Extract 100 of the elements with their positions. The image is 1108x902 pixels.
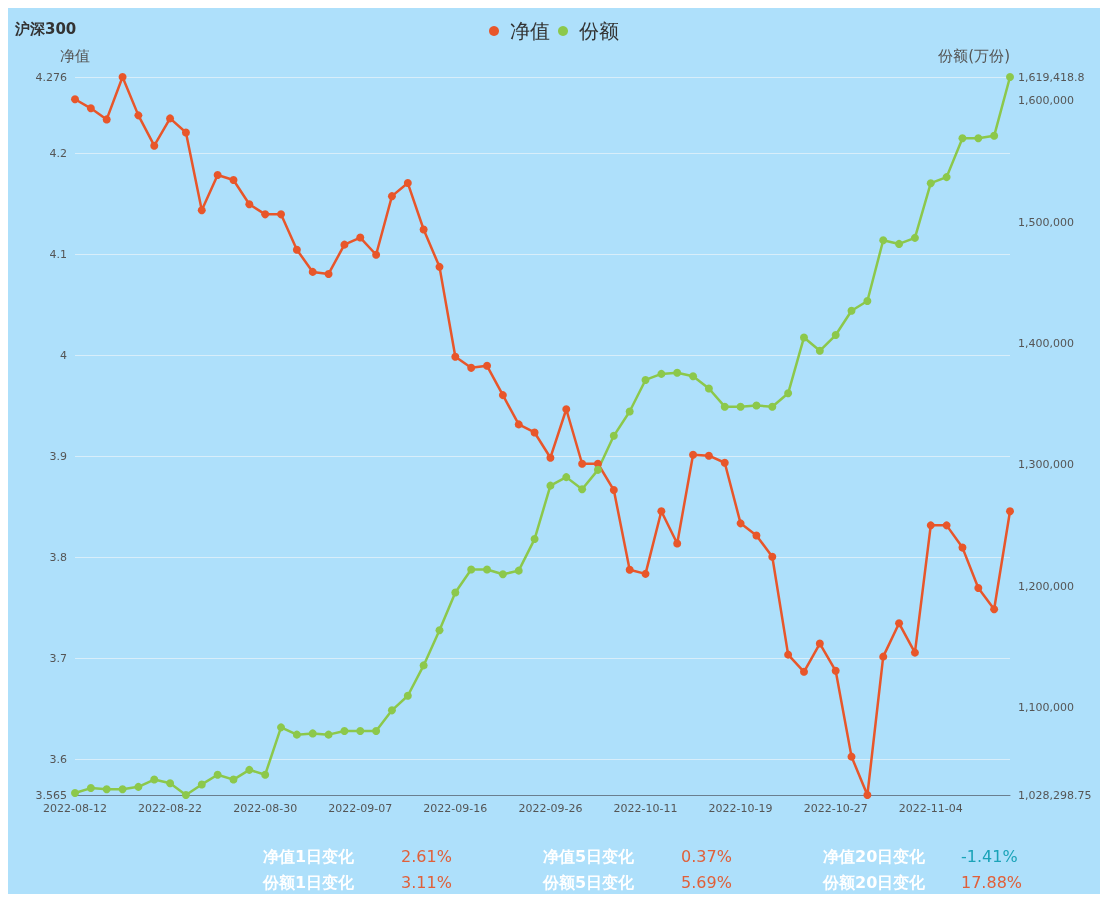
point (102, 785, 111, 794)
x-tick-label: 2022-08-22 (138, 802, 203, 815)
point (847, 752, 856, 761)
point (689, 372, 698, 381)
point (863, 791, 872, 799)
point (530, 428, 539, 437)
point (1006, 507, 1014, 516)
point (704, 451, 713, 460)
y-tick-label: 3.9 (49, 450, 67, 464)
point (879, 236, 888, 245)
point (799, 333, 808, 342)
y2-tick-label: 1,300,000 (1018, 458, 1074, 472)
legend-label: 净值 (510, 19, 550, 43)
point (261, 770, 270, 779)
point (435, 262, 444, 271)
point (324, 730, 333, 739)
point (720, 458, 729, 467)
text: 净值20日变化 (823, 846, 927, 866)
point (958, 543, 967, 552)
point (720, 402, 729, 411)
point (1006, 73, 1014, 81)
y-tick-label: 4.2 (49, 147, 67, 161)
point (356, 233, 365, 242)
x-tick-label: 2022-09-07 (328, 802, 393, 815)
point (910, 648, 919, 657)
point (910, 233, 919, 242)
point (673, 368, 682, 377)
point (340, 726, 349, 735)
point (974, 134, 983, 143)
point (657, 507, 666, 516)
y2-tick-label: 1,100,000 (1018, 701, 1074, 715)
point (356, 726, 365, 735)
point (641, 569, 650, 578)
point (245, 765, 254, 774)
text: 份额1日变化 (262, 872, 356, 892)
chart-title: 沪深300 (14, 19, 77, 38)
point (451, 352, 460, 361)
point (942, 173, 951, 182)
y2-tick-label: 1,500,000 (1018, 215, 1074, 229)
point (86, 104, 95, 113)
point (403, 691, 412, 700)
point (213, 770, 222, 779)
text: 3.11% (401, 872, 452, 892)
point (213, 170, 222, 179)
point (736, 519, 745, 528)
y-tick-label: 3.8 (49, 551, 67, 565)
point (118, 73, 127, 81)
point (625, 407, 634, 416)
point (197, 780, 206, 789)
point (197, 206, 206, 215)
point (150, 775, 159, 784)
x-tick-label: 2022-08-12 (43, 802, 107, 815)
y-tick-label: 4.1 (49, 248, 67, 262)
point (942, 521, 951, 530)
point (609, 486, 618, 495)
point (514, 420, 523, 429)
point (546, 481, 555, 490)
x-tick-label: 2022-11-04 (898, 802, 963, 815)
text: 份额5日变化 (542, 872, 636, 892)
x-tick-label: 2022-08-30 (233, 802, 298, 815)
point (71, 788, 79, 797)
point (118, 785, 127, 794)
point (308, 729, 317, 738)
point (815, 639, 824, 648)
point (403, 179, 412, 188)
point (768, 552, 777, 561)
point (673, 539, 682, 548)
point (467, 565, 476, 574)
x-tick-label: 2022-09-16 (423, 802, 488, 815)
text: 净值5日变化 (543, 846, 636, 866)
point (784, 389, 793, 398)
point (451, 588, 460, 597)
y2-tick-label: 1,400,000 (1018, 337, 1074, 351)
point (578, 485, 587, 494)
point (593, 465, 602, 474)
text: 份额20日变化 (822, 872, 927, 892)
point (799, 667, 808, 676)
y-tick-label: 3.565 (35, 788, 67, 802)
text: 5.69% (681, 872, 732, 892)
point (974, 583, 983, 592)
point (784, 650, 793, 659)
point (768, 402, 777, 411)
y2-tick-label: 1,600,000 (1018, 94, 1074, 108)
x-tick-label: 2022-10-27 (803, 802, 868, 815)
point (166, 779, 175, 788)
point (546, 453, 555, 462)
point (229, 176, 238, 184)
y2-axis-title: 份额(万份) (938, 46, 1010, 65)
y-axis-title: 净值 (60, 46, 90, 65)
point (340, 240, 349, 249)
point (879, 652, 888, 661)
point (958, 134, 967, 143)
point (387, 192, 396, 201)
point (292, 245, 301, 254)
point (498, 391, 507, 400)
point (372, 250, 381, 259)
point (229, 775, 238, 784)
point (181, 791, 190, 799)
point (150, 141, 159, 150)
point (815, 346, 824, 355)
